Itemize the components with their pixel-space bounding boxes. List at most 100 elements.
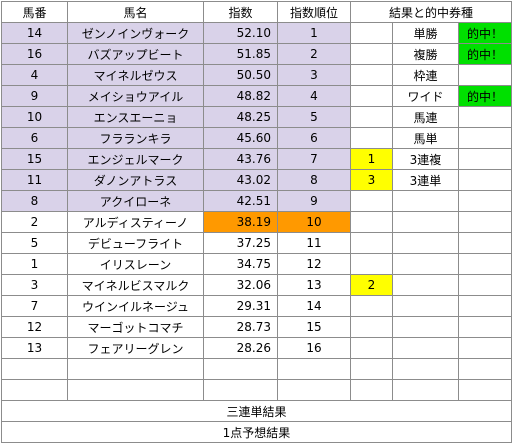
header-horse-name: 馬名 (67, 1, 204, 23)
horse-name-cell: ダノンアトラス (67, 169, 204, 191)
blank-cell (203, 358, 278, 380)
blank-row (1, 358, 512, 380)
finish-place-cell (350, 232, 393, 254)
hit-cell (458, 274, 512, 296)
table-row: 6 フラランキラ 45.60 6 馬単 (1, 127, 512, 149)
index-rank-cell: 12 (277, 253, 351, 275)
ticket-type-cell: 3連単 (392, 169, 459, 191)
header-result-and-hit-tickets: 結果と的中券種 (350, 1, 512, 23)
ticket-type-cell: 枠連 (392, 64, 459, 86)
index-cell: 48.25 (203, 106, 278, 128)
index-cell: 28.73 (203, 316, 278, 338)
index-rank-cell: 4 (277, 85, 351, 107)
table-row: 7 ウインイルネージュ 29.31 14 (1, 295, 512, 317)
horse-name-cell: メイショウアイル (67, 85, 204, 107)
finish-place-cell (350, 127, 393, 149)
index-cell: 45.60 (203, 127, 278, 149)
ticket-type-cell: 馬連 (392, 106, 459, 128)
hit-cell (458, 190, 512, 212)
ticket-type-cell: 複勝 (392, 43, 459, 65)
blank-cell (1, 358, 68, 380)
index-rank-cell: 15 (277, 316, 351, 338)
index-cell: 42.51 (203, 190, 278, 212)
ticket-type-cell: 馬単 (392, 127, 459, 149)
hit-cell: 的中！ (458, 22, 512, 44)
header-horse-number: 馬番 (1, 1, 68, 23)
hit-cell: 的中！ (458, 85, 512, 107)
table-row: 10 エンスエーニョ 48.25 5 馬連 (1, 106, 512, 128)
index-rank-cell: 5 (277, 106, 351, 128)
blank-cell (392, 358, 459, 380)
finish-place-cell: 2 (350, 274, 393, 296)
horse-name-cell: ゼンノインヴォーク (67, 22, 204, 44)
finish-place-cell (350, 316, 393, 338)
table-row: 15 エンジェルマーク 43.76 7 1 3連複 (1, 148, 512, 170)
horse-number-cell: 9 (1, 85, 68, 107)
table-row: 5 デビューフライト 37.25 11 (1, 232, 512, 254)
index-rank-cell: 16 (277, 337, 351, 359)
ticket-type-cell (392, 211, 459, 233)
table-row: 16 バズアップビート 51.85 2 複勝 的中！ (1, 43, 512, 65)
index-cell: 28.26 (203, 337, 278, 359)
horse-number-cell: 11 (1, 169, 68, 191)
blank-cell (458, 358, 512, 380)
blank-cell (1, 379, 68, 401)
horse-number-cell: 1 (1, 253, 68, 275)
horse-name-cell: ウインイルネージュ (67, 295, 204, 317)
horse-name-cell: マイネルビスマルク (67, 274, 204, 296)
hit-cell (458, 211, 512, 233)
hit-cell: 的中！ (458, 43, 512, 65)
horse-number-cell: 6 (1, 127, 68, 149)
finish-place-cell (350, 337, 393, 359)
ticket-type-cell: 単勝 (392, 22, 459, 44)
index-rank-cell: 6 (277, 127, 351, 149)
index-rank-cell: 1 (277, 22, 351, 44)
horse-number-cell: 12 (1, 316, 68, 338)
table-row: 8 アクイローネ 42.51 9 (1, 190, 512, 212)
index-cell: 52.10 (203, 22, 278, 44)
finish-place-cell (350, 22, 393, 44)
horse-number-cell: 3 (1, 274, 68, 296)
hit-cell (458, 148, 512, 170)
blank-cell (392, 379, 459, 401)
ticket-type-cell (392, 274, 459, 296)
horse-number-cell: 2 (1, 211, 68, 233)
index-cell: 43.02 (203, 169, 278, 191)
index-cell: 43.76 (203, 148, 278, 170)
finish-place-cell (350, 295, 393, 317)
index-cell: 50.50 (203, 64, 278, 86)
hit-cell (458, 232, 512, 254)
ticket-type-cell: ワイド (392, 85, 459, 107)
index-cell: 29.31 (203, 295, 278, 317)
table-row: 12 マーゴットコマチ 28.73 15 (1, 316, 512, 338)
table-row: 11 ダノンアトラス 43.02 8 3 3連単 (1, 169, 512, 191)
finish-place-cell: 1 (350, 148, 393, 170)
index-rank-cell: 8 (277, 169, 351, 191)
table-row: 3 マイネルビスマルク 32.06 13 2 (1, 274, 512, 296)
blank-row (1, 379, 512, 401)
horse-number-cell: 7 (1, 295, 68, 317)
ticket-type-cell (392, 253, 459, 275)
index-rank-cell: 14 (277, 295, 351, 317)
hit-cell (458, 64, 512, 86)
horse-number-cell: 10 (1, 106, 68, 128)
table-row: 2 アルディスティーノ 38.19 10 (1, 211, 512, 233)
horse-number-cell: 4 (1, 64, 68, 86)
ticket-type-cell (392, 295, 459, 317)
finish-place-cell (350, 64, 393, 86)
horse-name-cell: イリスレーン (67, 253, 204, 275)
index-rank-cell: 11 (277, 232, 351, 254)
trifecta-result-label: 三連単結果 (1, 400, 512, 422)
finish-place-cell (350, 211, 393, 233)
header-row: 馬番 馬名 指数 指数順位 結果と的中券種 (1, 1, 512, 23)
finish-place-cell: 3 (350, 169, 393, 191)
finish-place-cell (350, 190, 393, 212)
header-index-rank: 指数順位 (277, 1, 351, 23)
header-index: 指数 (203, 1, 278, 23)
horse-name-cell: アルディスティーノ (67, 211, 204, 233)
blank-cell (203, 379, 278, 401)
index-cell: 51.85 (203, 43, 278, 65)
horse-number-cell: 5 (1, 232, 68, 254)
footer-row: 1点予想結果 (1, 421, 512, 443)
